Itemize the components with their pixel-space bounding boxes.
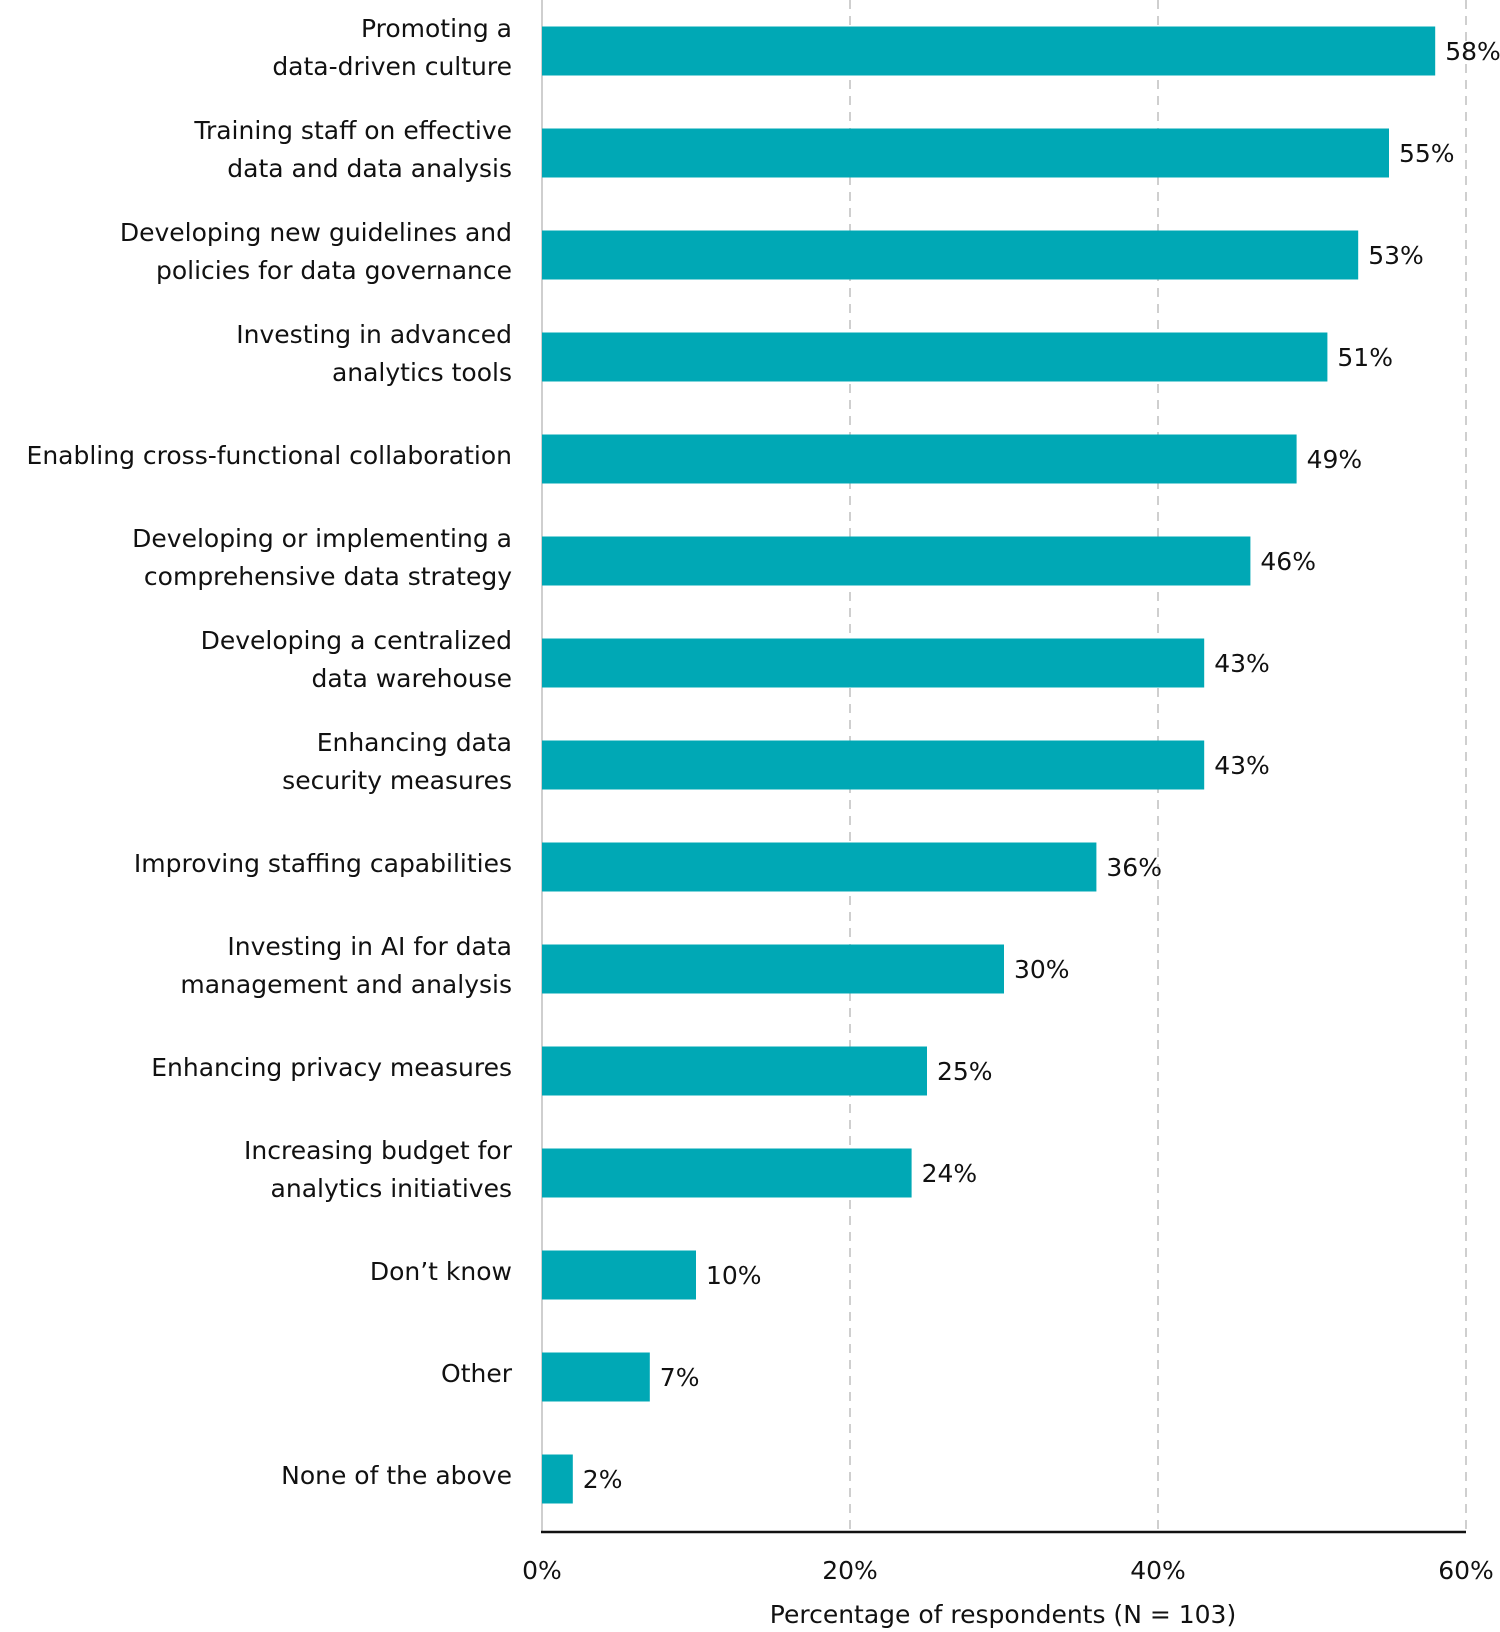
- y-tick-label: Developing new guidelines and policies fo…: [120, 218, 512, 285]
- data-label: 49%: [1307, 445, 1363, 474]
- y-tick-label: Increasing budget for analytics initiativ…: [244, 1136, 513, 1203]
- bar: [542, 536, 1251, 586]
- y-tick-label: Don’t know: [370, 1257, 512, 1286]
- bar: [542, 740, 1205, 790]
- x-tick-label: 40%: [1130, 1556, 1186, 1585]
- y-tick-label: Improving staffing capabilities: [134, 849, 512, 878]
- y-tick-label: None of the above: [281, 1461, 512, 1490]
- data-label: 30%: [1014, 955, 1070, 984]
- x-tick-label: 20%: [822, 1556, 878, 1585]
- bar: [542, 1352, 650, 1402]
- y-tick-label: Investing in AI for data management and a…: [180, 932, 512, 999]
- bar: [542, 434, 1297, 484]
- data-label: 43%: [1214, 649, 1270, 678]
- bar: [542, 944, 1004, 994]
- bar: [542, 638, 1205, 688]
- y-tick-label: Enabling cross-functional collaboration: [27, 441, 512, 470]
- x-axis-title: Percentage of respondents (N = 103): [770, 1600, 1236, 1629]
- data-label: 24%: [922, 1159, 978, 1188]
- bar: [542, 128, 1389, 178]
- bar: [542, 230, 1359, 280]
- y-tick-label: Developing a centralized data warehouse: [201, 626, 512, 693]
- y-tick-label: Other: [441, 1359, 513, 1388]
- data-label: 2%: [583, 1465, 623, 1494]
- y-tick-label: Developing or implementing a comprehensiv…: [132, 524, 512, 591]
- bar: [542, 332, 1328, 382]
- x-tick-label: 60%: [1438, 1556, 1494, 1585]
- bar: [542, 1454, 573, 1504]
- data-label: 51%: [1337, 343, 1393, 372]
- y-tick-label: Enhancing privacy measures: [151, 1053, 512, 1082]
- bar: [542, 842, 1097, 892]
- y-tick-label: Training staff on effective data and data…: [193, 116, 512, 183]
- data-label: 25%: [937, 1057, 993, 1086]
- bar: [542, 26, 1436, 76]
- data-label: 36%: [1106, 853, 1162, 882]
- data-label: 7%: [660, 1363, 700, 1392]
- bar: [542, 1148, 912, 1198]
- bar: [542, 1250, 696, 1300]
- data-label: 10%: [706, 1261, 762, 1290]
- bar: [542, 1046, 927, 1096]
- x-tick-label: 0%: [522, 1556, 562, 1585]
- y-tick-label: Investing in advanced analytics tools: [236, 320, 512, 387]
- y-tick-label: Enhancing data security measures: [282, 728, 512, 795]
- y-tick-label: Promoting a data-driven culture: [272, 14, 512, 81]
- data-label: 53%: [1368, 241, 1424, 270]
- data-label: 46%: [1260, 547, 1316, 576]
- data-label: 58%: [1445, 37, 1500, 66]
- data-label: 55%: [1399, 139, 1455, 168]
- data-label: 43%: [1214, 751, 1270, 780]
